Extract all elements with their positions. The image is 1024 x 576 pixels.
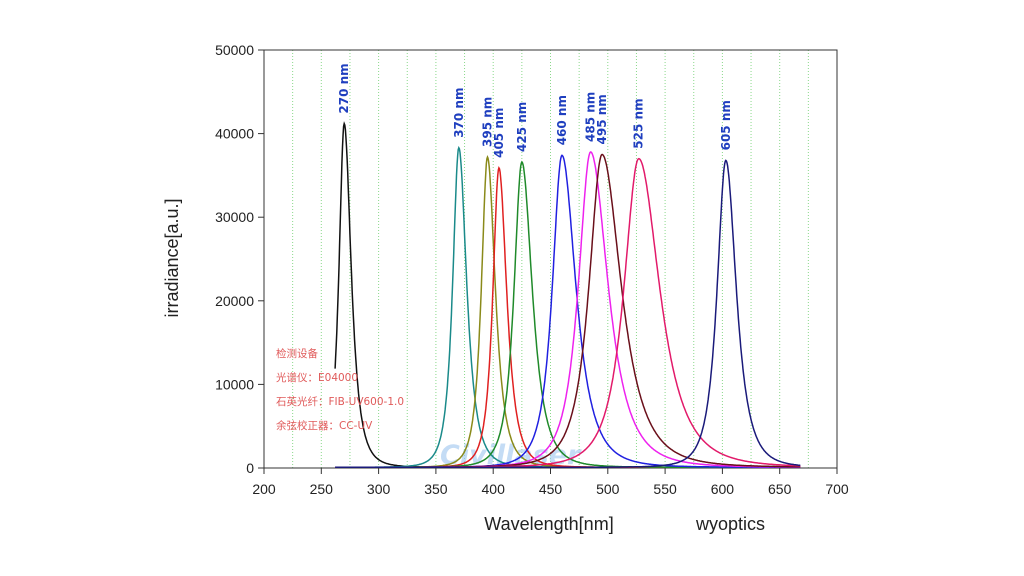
x-axis-ticks: 200 250 300 350 400 450 500 550 600 650 700 [252,468,849,497]
y-tick-label: 30000 [215,209,254,225]
x-tick-label: 700 [825,481,849,497]
peak-label: 370 nm [452,88,466,138]
y-tick-label: 20000 [215,293,254,309]
peak-label: 485 nm [584,92,598,142]
peak-label: 425 nm [515,102,529,152]
x-tick-label: 400 [482,481,506,497]
peak-label: 395 nm [481,97,495,147]
x-tick-label: 450 [539,481,563,497]
y-axis-title: irradiance[a.u.] [162,198,182,317]
peak-label: 270 nm [337,63,351,113]
x-tick-label: 500 [596,481,620,497]
peak-label: 525 nm [632,98,646,148]
x-tick-label: 600 [711,481,735,497]
x-tick-label: 200 [252,481,276,497]
series-lines [334,121,801,469]
peak-label: 405 nm [492,108,506,158]
y-tick-label: 50000 [215,42,254,58]
peak-label: 460 nm [555,95,569,145]
note-line: 余弦校正器：CC-UV [276,419,373,432]
x-tick-label: 250 [310,481,334,497]
x-tick-label: 350 [424,481,448,497]
x-tick-label: 550 [653,481,677,497]
grid-lines [292,50,809,468]
x-axis-title: Wavelength[nm] [484,514,613,534]
note-line: 光谱仪：E04000 [276,371,358,384]
x-tick-label: 650 [768,481,792,497]
measurement-notes: 检测设备 光谱仪：E04000 石英光纤：FIB-UV600-1.0 余弦校正器… [276,347,404,432]
peak-label: 605 nm [719,100,733,150]
series-line [335,159,801,469]
y-axis-ticks: 0 10000 20000 30000 40000 50000 [215,42,264,476]
y-tick-label: 10000 [215,376,254,392]
y-tick-label: 0 [246,460,254,476]
peak-label: 495 nm [595,94,609,144]
x-tick-label: 300 [367,481,391,497]
brand-label: wyoptics [695,514,765,534]
y-tick-label: 40000 [215,126,254,142]
note-line: 检测设备 [276,347,318,360]
note-line: 石英光纤：FIB-UV600-1.0 [276,395,404,408]
